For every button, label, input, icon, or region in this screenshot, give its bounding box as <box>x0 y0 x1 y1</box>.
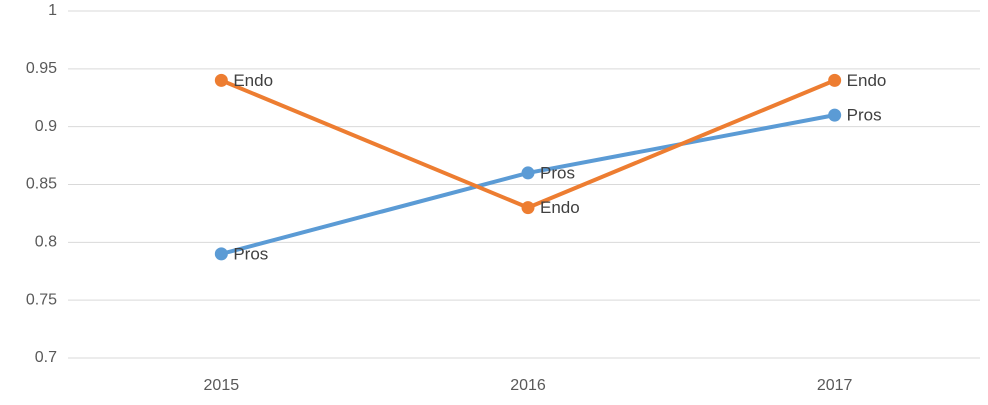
series-line <box>220 78 836 210</box>
x-tick-label: 2016 <box>510 377 546 394</box>
point-marker <box>214 247 228 261</box>
data-label: Pros <box>847 106 882 125</box>
data-label: Endo <box>233 71 273 90</box>
point-marker <box>828 108 842 122</box>
point-marker <box>828 73 842 87</box>
point-marker <box>521 166 535 180</box>
y-tick-label: 1 <box>48 2 57 19</box>
point-marker <box>521 201 535 215</box>
x-tick-label: 2015 <box>204 377 240 394</box>
data-label: Endo <box>847 71 887 90</box>
x-tick-label: 2017 <box>817 377 853 394</box>
y-tick-label: 0.9 <box>35 118 57 135</box>
y-tick-label: 0.95 <box>26 60 57 77</box>
y-tick-label: 0.75 <box>26 291 57 308</box>
data-label: Pros <box>233 244 268 263</box>
y-tick-label: 0.85 <box>26 176 57 193</box>
y-tick-label: 0.7 <box>35 349 57 366</box>
point-marker <box>214 73 228 87</box>
data-label: Endo <box>540 198 580 217</box>
data-label: Pros <box>540 163 575 182</box>
y-tick-label: 0.8 <box>35 234 57 251</box>
